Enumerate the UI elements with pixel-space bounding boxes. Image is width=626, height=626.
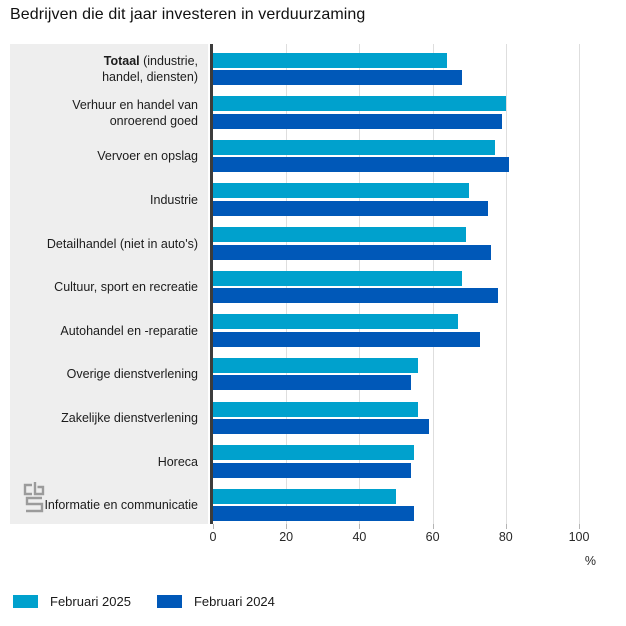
bar-februari-2024-8[interactable] (213, 375, 411, 391)
axis-tick-100 (579, 524, 580, 529)
gridline-80 (505, 44, 507, 524)
bar-februari-2024-3[interactable] (213, 157, 510, 173)
gridline-100 (579, 44, 580, 524)
bar-februari-2024-6[interactable] (213, 288, 499, 304)
legend: Februari 2025 Februari 2024 (13, 594, 275, 609)
bar-februari-2024-11[interactable] (213, 506, 415, 522)
axis-unit-label: % (584, 554, 596, 568)
category-label-panel (10, 44, 208, 524)
bar-februari-2025-3[interactable] (213, 139, 495, 155)
bar-februari-2025-9[interactable] (213, 401, 418, 417)
axis-tick-label-0: 0 (209, 530, 217, 544)
axis-tick-label-40: 40 (352, 530, 367, 544)
x-axis-zero-line (210, 44, 213, 524)
bar-februari-2025-1[interactable] (213, 52, 448, 68)
chart-title: Bedrijven die dit jaar investeren in ver… (10, 6, 366, 23)
category-label-10: Horeca (157, 454, 198, 469)
category-label-9: Zakelijke dienstverlening (61, 411, 198, 426)
cbs-logo-icon (23, 482, 45, 513)
axis-tick-label-100: 100 (568, 530, 590, 544)
category-label-6: Cultuur, sport en recreatie (54, 280, 198, 295)
axis-tick-0 (213, 524, 214, 529)
bar-februari-2025-4[interactable] (213, 183, 470, 199)
bar-februari-2025-7[interactable] (213, 314, 459, 330)
axis-tick-40 (359, 524, 361, 529)
legend-label-februari-2025: Februari 2025 (50, 594, 131, 609)
bar-februari-2024-4[interactable] (213, 200, 488, 216)
axis-tick-60 (432, 524, 434, 529)
bar-februari-2024-7[interactable] (213, 331, 481, 347)
category-label-7: Autohandel en -reparatie (60, 323, 198, 338)
axis-tick-label-60: 60 (425, 530, 440, 544)
category-label-1: Totaal (industrie, handel, diensten) (102, 54, 198, 84)
axis-tick-20 (286, 524, 288, 529)
legend-item-februari-2025[interactable]: Februari 2025 (13, 594, 131, 609)
bar-februari-2025-10[interactable] (213, 445, 415, 461)
bar-februari-2024-2[interactable] (213, 113, 503, 129)
category-label-2: Verhuur en handel van onroerend goed (72, 97, 198, 128)
category-label-3: Vervoer en opslag (97, 149, 198, 164)
category-label-8: Overige dienstverlening (66, 367, 198, 382)
legend-item-februari-2024[interactable]: Februari 2024 (156, 594, 275, 609)
bar-februari-2025-11[interactable] (213, 488, 396, 504)
axis-tick-label-20: 20 (279, 530, 294, 544)
bar-februari-2024-9[interactable] (213, 419, 429, 435)
category-label-4: Industrie (150, 192, 198, 207)
bar-februari-2025-5[interactable] (213, 227, 466, 243)
legend-swatch-februari-2025 (13, 595, 38, 608)
bar-februari-2024-1[interactable] (213, 70, 462, 85)
legend-swatch-februari-2024 (156, 595, 182, 608)
category-label-11: Informatie en communicatie (44, 498, 198, 513)
bar-februari-2024-10[interactable] (213, 462, 411, 478)
bar-februari-2025-2[interactable] (213, 96, 506, 112)
bar-februari-2024-5[interactable] (213, 244, 492, 260)
axis-tick-80 (505, 524, 507, 529)
legend-label-februari-2024: Februari 2024 (193, 594, 275, 609)
bar-chart: % 0 20 40 60 80 100 Totaal (industrie, handel, … (10, 44, 616, 568)
bar-februari-2025-6[interactable] (213, 270, 462, 286)
bar-februari-2025-8[interactable] (213, 357, 418, 373)
category-label-5: Detailhandel (niet in auto's) (46, 236, 198, 251)
axis-tick-label-80: 80 (498, 530, 513, 544)
